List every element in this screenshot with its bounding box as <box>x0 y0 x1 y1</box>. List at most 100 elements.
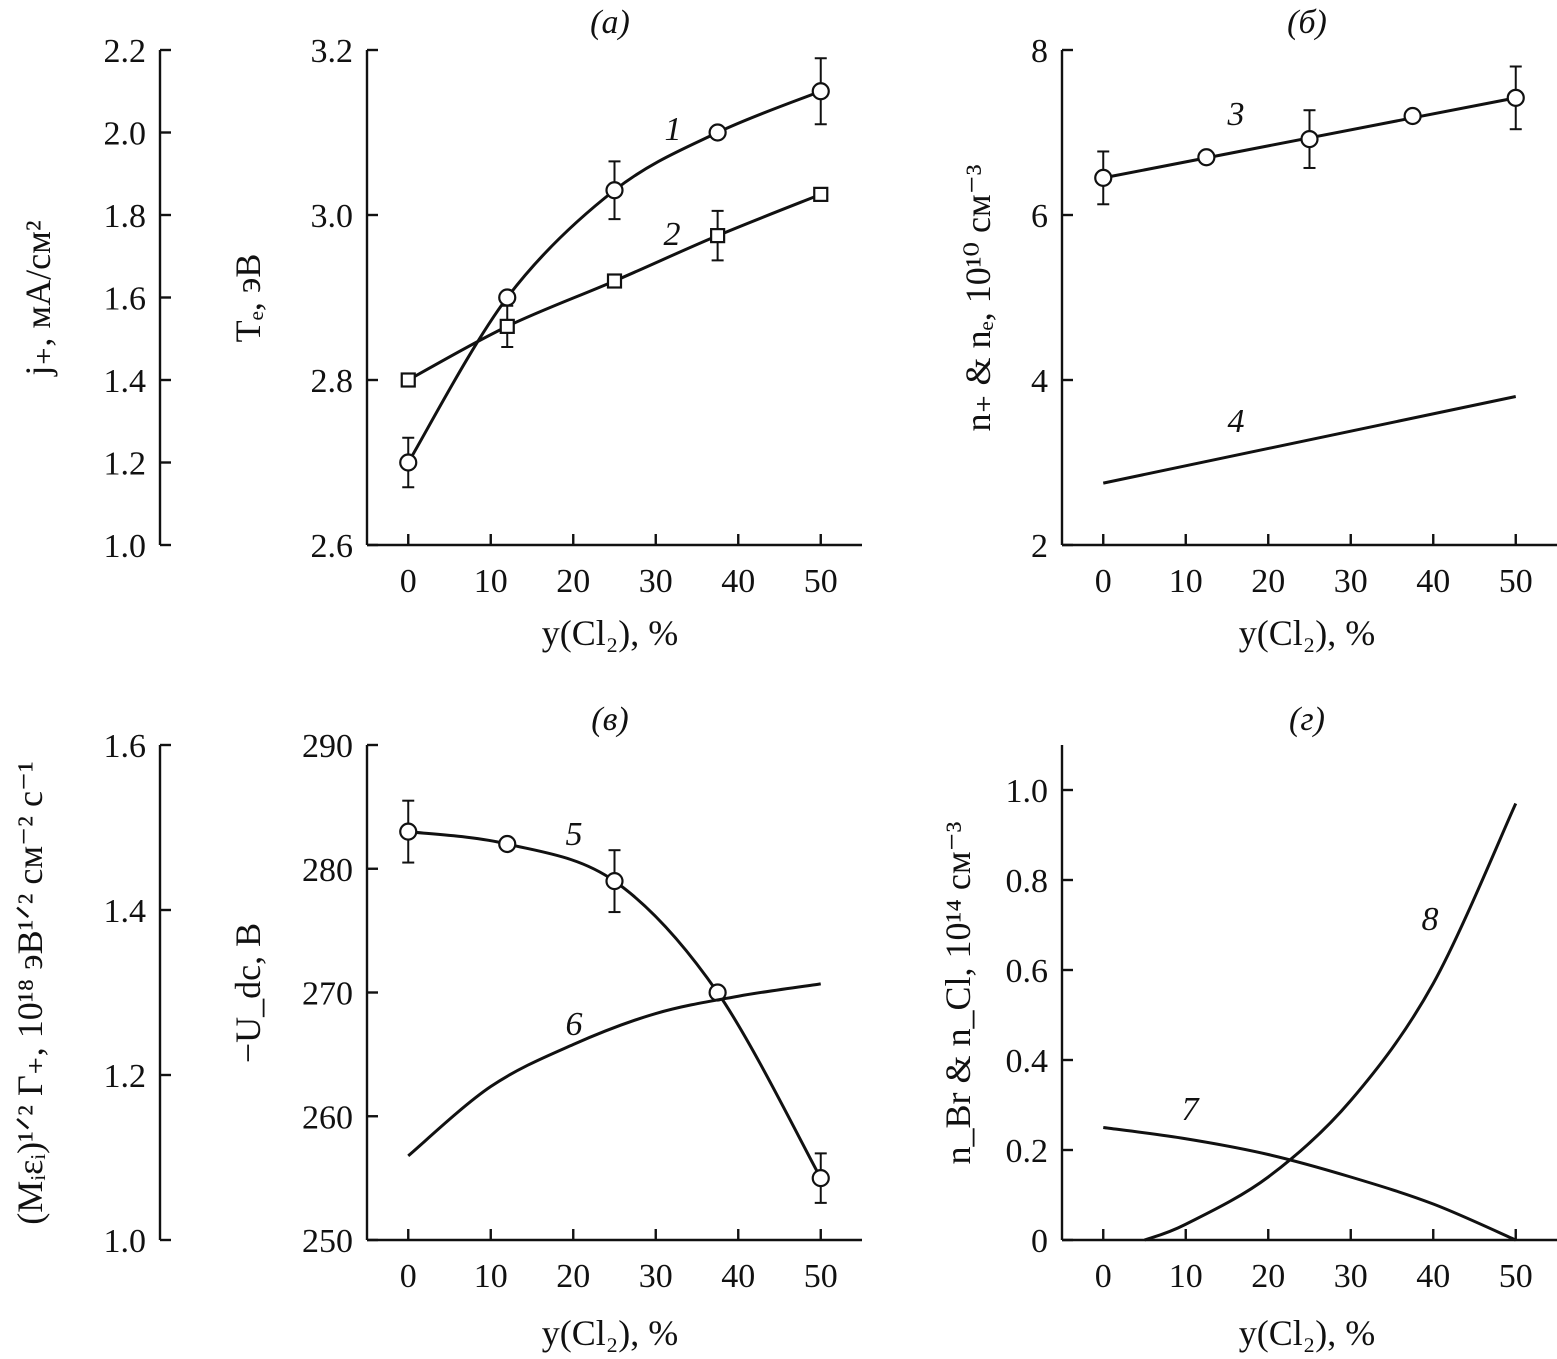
x-tick-label: 0 <box>1095 1258 1112 1295</box>
x-tick-label: 20 <box>556 1258 590 1295</box>
panel-b: 0 10 20 30 40 50 2 4 6 8 (б) n₊ & nₑ, 10¹⁰ см⁻³ y(Cl… <box>958 4 1557 653</box>
secondary-y-tick-label: 1.4 <box>104 363 147 400</box>
data-point <box>811 82 830 101</box>
secondary-y-axis-label: j₊, мА/см² <box>18 220 58 377</box>
y-tick-label: 2.6 <box>311 528 354 565</box>
data-point <box>1300 130 1319 149</box>
y-tick-label: 3.0 <box>311 198 354 235</box>
secondary-y-tick-label: 2.2 <box>104 33 147 70</box>
y-tick-label: 250 <box>302 1223 353 1260</box>
y-tick-label: 0.2 <box>1006 1133 1049 1170</box>
curve-label: 3 <box>1227 96 1245 133</box>
series-line-6 <box>407 982 821 1157</box>
x-axis-label: y(Cl₂), % <box>1239 1313 1376 1353</box>
series-line-8 <box>1143 802 1518 1242</box>
y-tick-label: 260 <box>302 1099 353 1136</box>
data-point <box>399 453 418 472</box>
data-point <box>605 872 624 891</box>
x-tick-label: 40 <box>1416 563 1450 600</box>
panel-title: (в) <box>591 701 628 738</box>
data-point <box>1094 168 1113 187</box>
y-axis-label: n_Br & n_Cl, 10¹⁴ см⁻³ <box>938 821 978 1164</box>
x-tick-label: 30 <box>639 1258 673 1295</box>
x-tick-label: 0 <box>1095 563 1112 600</box>
secondary-y-tick-label: 1.0 <box>104 528 147 565</box>
y-tick-label: 0.6 <box>1006 953 1049 990</box>
panel-v: 0 10 20 30 40 50 250 260 270 280 290 1.0 1.2 1.4 1.6 (M… <box>10 701 862 1353</box>
x-tick-label: 30 <box>639 563 673 600</box>
y-tick-label: 0.4 <box>1006 1043 1049 1080</box>
x-tick-label: 20 <box>1251 1258 1285 1295</box>
secondary-y-tick-label: 1.2 <box>104 1058 147 1095</box>
data-point <box>708 123 727 142</box>
curve-label: 6 <box>566 1006 583 1043</box>
x-tick-label: 20 <box>1251 563 1285 600</box>
y-tick-label: 4 <box>1031 363 1048 400</box>
secondary-y-tick-label: 1.6 <box>104 281 147 318</box>
y-axis-label: −U_dc, В <box>228 923 268 1063</box>
secondary-y-tick-label: 2.0 <box>104 116 147 153</box>
panel-g: 0 10 20 30 40 50 0 0.2 0.4 0.6 0.8 1.0 (г) n_Br & n_C… <box>938 701 1557 1353</box>
x-tick-label: 40 <box>721 1258 755 1295</box>
panel-title: (г) <box>1289 701 1325 738</box>
data-point <box>811 1169 830 1188</box>
x-axis-label: y(Cl₂), % <box>542 613 679 653</box>
y-tick-label: 2 <box>1031 528 1048 565</box>
series-line-5 <box>408 830 823 1179</box>
curve-label: 4 <box>1228 403 1245 440</box>
panel-title: (а) <box>590 4 630 41</box>
series-line-4 <box>1102 395 1517 485</box>
curve-label: 8 <box>1422 901 1439 938</box>
x-tick-label: 10 <box>474 563 508 600</box>
secondary-y-tick-label: 1.8 <box>104 198 147 235</box>
y-tick-label: 280 <box>302 852 353 889</box>
x-tick-label: 30 <box>1334 1258 1368 1295</box>
curve-label: 1 <box>665 111 682 148</box>
data-point <box>498 834 517 854</box>
series-line-7 <box>1103 1126 1517 1242</box>
x-tick-label: 10 <box>1169 1258 1203 1295</box>
y-tick-label: 270 <box>302 976 353 1013</box>
data-point <box>605 181 624 200</box>
data-point <box>813 186 829 202</box>
x-tick-label: 50 <box>804 563 838 600</box>
y-tick-label: 0 <box>1031 1223 1048 1260</box>
y-tick-label: 3.2 <box>311 33 354 70</box>
data-point <box>1506 88 1525 107</box>
secondary-y-tick-label: 1.0 <box>104 1223 147 1260</box>
x-axis-label: y(Cl₂), % <box>1239 613 1376 653</box>
y-axis-label: Tₑ, эВ <box>228 254 268 343</box>
x-tick-label: 10 <box>474 1258 508 1295</box>
y-tick-label: 6 <box>1031 198 1048 235</box>
panel-title: (б) <box>1287 4 1327 41</box>
x-tick-label: 50 <box>1499 563 1533 600</box>
panel-a: 0 10 20 30 40 50 2.6 2.8 3.0 3.2 1.0 1.2 1.4 1.6 1.8 2.… <box>18 4 862 653</box>
data-point <box>606 273 623 289</box>
x-tick-label: 50 <box>804 1258 838 1295</box>
x-tick-label: 50 <box>1499 1258 1533 1295</box>
y-tick-label: 1.0 <box>1006 773 1049 810</box>
curve-label: 2 <box>664 216 681 253</box>
data-point <box>499 318 515 334</box>
x-tick-label: 10 <box>1169 563 1203 600</box>
y-tick-label: 0.8 <box>1006 863 1049 900</box>
y-tick-label: 290 <box>302 728 353 765</box>
data-point <box>498 288 517 307</box>
x-tick-label: 40 <box>721 563 755 600</box>
curve-label: 7 <box>1182 1091 1201 1128</box>
secondary-y-tick-label: 1.6 <box>104 728 147 765</box>
y-tick-label: 8 <box>1031 33 1048 70</box>
secondary-y-tick-label: 1.4 <box>104 893 147 930</box>
x-tick-label: 0 <box>400 563 417 600</box>
series-line-1 <box>406 89 822 464</box>
secondary-y-axis-label: (Mᵢεᵢ)¹ᐟ² Γ₊, 10¹⁸ эВ¹ᐟ² см⁻² с⁻¹ <box>10 761 50 1224</box>
data-point <box>1403 106 1422 126</box>
y-axis-label: n₊ & nₑ, 10¹⁰ см⁻³ <box>958 164 998 431</box>
x-tick-label: 30 <box>1334 563 1368 600</box>
data-point <box>399 822 418 841</box>
x-tick-label: 40 <box>1416 1258 1450 1295</box>
data-point <box>400 372 416 388</box>
data-point <box>1197 148 1216 167</box>
curve-label: 5 <box>566 816 583 853</box>
